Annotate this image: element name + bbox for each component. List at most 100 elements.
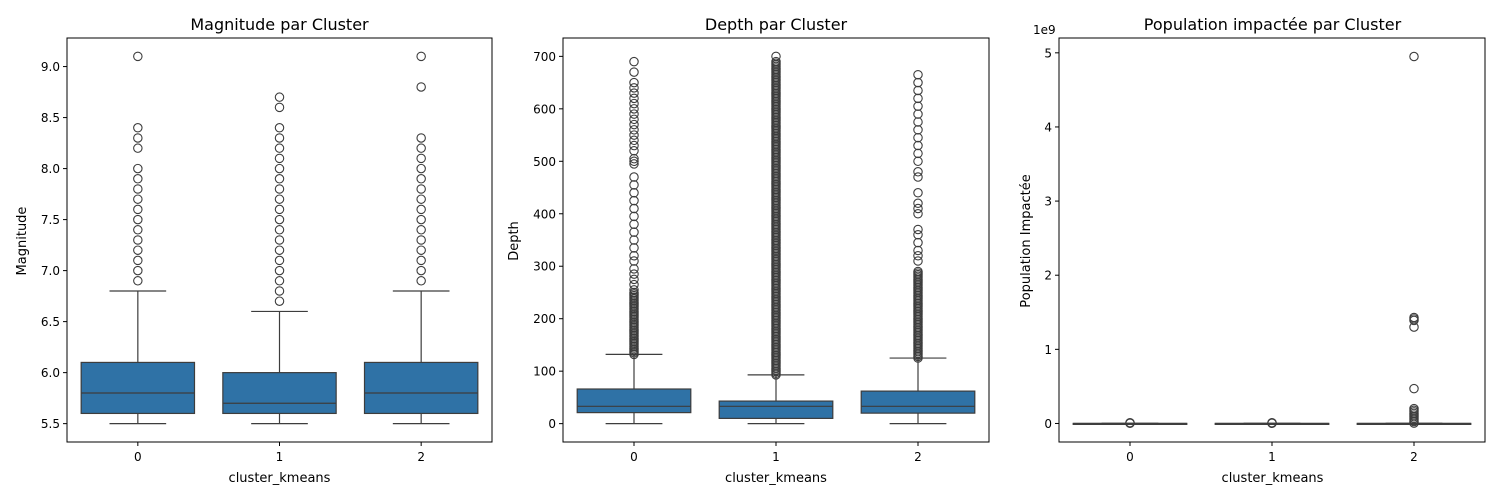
outlier-point xyxy=(416,143,426,153)
outlier-point xyxy=(629,279,639,290)
x-tick-label: 2 xyxy=(914,450,922,464)
x-axis-label: cluster_kmeans xyxy=(725,471,827,486)
outlier-point xyxy=(416,194,426,204)
y-tick-label: 500 xyxy=(533,155,556,169)
plot-area: 0 1 2 3 4 5 0 1 2 xyxy=(1044,46,1472,464)
outlier-point xyxy=(629,285,639,295)
outlier-point xyxy=(629,269,639,279)
outlier-point xyxy=(913,188,923,198)
outlier-point xyxy=(133,225,143,235)
outlier-point xyxy=(274,296,285,306)
box-iqr xyxy=(363,361,479,415)
outlier-point xyxy=(913,203,923,214)
outlier-point xyxy=(629,56,639,67)
outlier-point xyxy=(133,276,143,286)
y-tick-label: 400 xyxy=(533,207,556,221)
outlier-point xyxy=(274,265,285,276)
chart-panel-population: Population impactée par Cluster Populati… xyxy=(1019,15,1486,486)
outlier-point xyxy=(274,143,285,153)
outlier-point xyxy=(913,266,923,277)
outlier-point xyxy=(416,51,426,62)
chart-panel-magnitude: Magnitude par Cluster Magnitude cluster_… xyxy=(15,15,493,486)
box-iqr xyxy=(718,400,834,419)
y-axis-label: Depth xyxy=(507,221,522,261)
outlier-point xyxy=(133,194,143,204)
y-tick-label: 3 xyxy=(1044,195,1052,209)
outlier-point xyxy=(274,174,285,184)
y-tick-label: 9.0 xyxy=(41,60,60,74)
y-tick-label: 300 xyxy=(533,260,556,274)
outlier-point xyxy=(274,92,285,102)
outlier-point xyxy=(629,93,639,104)
outlier-point xyxy=(133,163,143,174)
y-tick-label: 5.5 xyxy=(41,417,60,431)
y-tick-label: 7.5 xyxy=(41,213,60,227)
outlier-point xyxy=(133,123,143,133)
outlier-point xyxy=(629,114,639,125)
outlier-point xyxy=(629,172,639,182)
outlier-point xyxy=(416,214,426,225)
plot-frame xyxy=(66,37,493,443)
outlier-point xyxy=(1409,51,1419,62)
outlier-point xyxy=(771,56,781,67)
outlier-point xyxy=(274,255,285,266)
outlier-point xyxy=(913,224,923,235)
outlier-point xyxy=(133,133,143,143)
outlier-point xyxy=(274,153,285,164)
outlier-point xyxy=(771,51,781,62)
outlier-point xyxy=(416,225,426,235)
outlier-point xyxy=(913,250,923,261)
outlier-point xyxy=(416,184,426,194)
outlier-point xyxy=(629,98,639,109)
outlier-point xyxy=(274,286,285,296)
outlier-point xyxy=(416,245,426,255)
outlier-point xyxy=(913,69,923,80)
y-tick-label: 200 xyxy=(533,312,556,326)
plot-frame xyxy=(1058,37,1486,443)
chart-panel-depth: Depth par Cluster Depth cluster_kmeans 0… xyxy=(507,15,990,486)
y-axis-label: Magnitude xyxy=(15,207,30,276)
outlier-point xyxy=(629,146,639,156)
outlier-point xyxy=(629,130,639,140)
outlier-point xyxy=(629,125,639,135)
y-tick-label: 5 xyxy=(1044,46,1052,60)
y-tick-label: 600 xyxy=(533,102,556,116)
outlier-point xyxy=(416,153,426,164)
box-iqr xyxy=(576,388,692,414)
outlier-point xyxy=(913,230,923,240)
outlier-point xyxy=(133,51,143,62)
outlier-point xyxy=(274,102,285,113)
outlier-point xyxy=(913,198,923,209)
y-axis-label: Population Impactée xyxy=(1019,174,1034,307)
outlier-point xyxy=(913,209,923,219)
outlier-point xyxy=(629,83,639,93)
x-tick-label: 0 xyxy=(134,450,142,464)
outlier-point xyxy=(629,77,639,88)
outlier-point xyxy=(629,159,639,169)
y-tick-label: 2 xyxy=(1044,269,1052,283)
box-iqr xyxy=(222,372,337,415)
plot-area: 5.5 6.0 6.5 7.0 7.5 8.0 8.5 9.0 0 1 2 xyxy=(41,51,479,464)
x-axis-label: cluster_kmeans xyxy=(229,471,331,486)
outlier-point xyxy=(416,163,426,174)
outlier-point xyxy=(913,167,923,177)
outlier-point xyxy=(1409,312,1419,323)
plot-frame xyxy=(562,37,990,443)
x-tick-label: 0 xyxy=(630,450,638,464)
outlier-point xyxy=(416,276,426,286)
outlier-point xyxy=(629,140,639,151)
y-tick-label: 8.0 xyxy=(41,162,60,176)
chart-title: Magnitude par Cluster xyxy=(190,15,369,34)
outlier-point xyxy=(629,104,639,114)
outlier-point xyxy=(274,123,285,133)
chart-title: Population impactée par Cluster xyxy=(1144,15,1402,34)
outlier-point xyxy=(133,174,143,184)
outlier-point xyxy=(629,109,639,119)
outlier-point xyxy=(274,235,285,245)
outlier-point xyxy=(274,184,285,194)
y-tick-label: 1 xyxy=(1044,343,1052,357)
y-tick-label: 4 xyxy=(1044,120,1052,134)
outlier-point xyxy=(133,143,143,153)
outlier-point xyxy=(133,265,143,276)
